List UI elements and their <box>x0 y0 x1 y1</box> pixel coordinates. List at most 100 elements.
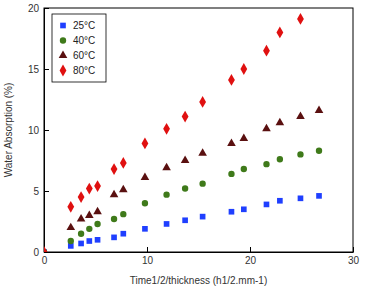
x-tick-label: 20 <box>245 255 257 266</box>
y-tick-mark <box>44 69 49 70</box>
point <box>276 27 283 39</box>
y-tick: 5 <box>33 186 49 197</box>
point <box>262 124 271 131</box>
legend-label: 25°C <box>73 20 95 31</box>
point <box>66 223 75 230</box>
legend-label: 40°C <box>73 35 95 46</box>
x-axis: 0 10 20 30 <box>42 247 360 266</box>
point <box>78 191 85 203</box>
plot: 0 10 20 30 0 5 10 15 20 25°C 40°C 60°C 80°C <box>28 3 360 266</box>
point <box>227 138 236 145</box>
point <box>228 171 234 177</box>
point <box>142 226 148 232</box>
x-tick-label: 10 <box>142 255 154 266</box>
x-tick: 10 <box>142 247 154 266</box>
point <box>94 221 100 227</box>
points <box>44 13 323 252</box>
point <box>162 163 171 170</box>
point <box>297 151 303 157</box>
legend-marker <box>60 23 66 29</box>
point <box>86 238 92 244</box>
point <box>200 214 206 220</box>
point <box>182 217 188 223</box>
y-tick-mark <box>44 252 49 253</box>
point <box>111 163 118 175</box>
point <box>276 118 285 125</box>
x-tick-label: 30 <box>348 255 360 266</box>
legend-label: 80°C <box>73 65 95 76</box>
point <box>86 226 92 232</box>
y-tick-label: 20 <box>28 3 40 14</box>
x-axis-title: Time1/2/thickness (h1/2.mm-1) <box>130 275 267 286</box>
y-tick-label: 10 <box>28 125 40 136</box>
point <box>181 156 190 163</box>
point <box>316 148 322 154</box>
series <box>44 193 322 252</box>
point <box>163 191 169 197</box>
point <box>68 238 74 244</box>
point <box>78 241 84 247</box>
point <box>229 209 235 215</box>
point <box>263 161 269 167</box>
y-tick: 20 <box>28 3 49 14</box>
point <box>95 237 101 243</box>
point <box>277 156 283 162</box>
point <box>228 74 235 86</box>
legend-marker <box>59 51 68 58</box>
point <box>297 13 304 25</box>
point <box>164 221 170 227</box>
point <box>111 216 117 222</box>
series <box>44 148 322 252</box>
point <box>315 106 324 113</box>
frame <box>44 8 353 252</box>
y-tick-mark <box>44 191 49 192</box>
point <box>141 173 150 180</box>
point <box>110 190 119 197</box>
point <box>298 195 304 201</box>
y-tick-mark <box>44 130 49 131</box>
x-tick-mark <box>250 247 251 252</box>
series <box>44 13 304 252</box>
point <box>199 180 205 186</box>
legend-label: 60°C <box>73 50 95 61</box>
y-tick-mark <box>44 8 49 9</box>
legend-marker <box>60 37 66 43</box>
point <box>296 112 305 119</box>
legend: 25°C 40°C 60°C 80°C <box>52 14 106 82</box>
series <box>44 106 323 252</box>
y-tick-label: 0 <box>33 247 39 258</box>
point <box>241 206 247 212</box>
x-tick-label: 0 <box>42 255 48 266</box>
point <box>93 207 102 214</box>
point <box>316 193 322 199</box>
point <box>111 235 117 241</box>
legend-marker <box>60 65 67 77</box>
point <box>120 157 127 169</box>
point <box>67 201 74 213</box>
point <box>263 45 270 57</box>
point <box>120 231 126 237</box>
point <box>142 200 148 206</box>
chart: 0 10 20 30 0 5 10 15 20 25°C 40°C 60°C 80°C Time1/2/t… <box>0 0 373 290</box>
point <box>142 138 149 150</box>
y-tick: 10 <box>28 125 49 136</box>
point <box>120 211 126 217</box>
x-tick: 20 <box>245 247 257 266</box>
x-tick-mark <box>147 247 148 252</box>
point <box>77 214 86 221</box>
point <box>78 231 84 237</box>
x-tick: 30 <box>348 247 360 266</box>
point <box>264 202 270 208</box>
point <box>198 148 207 155</box>
y-tick: 15 <box>28 64 49 75</box>
legend-box <box>52 14 106 82</box>
point <box>44 246 47 252</box>
point <box>182 185 188 191</box>
point <box>277 198 283 204</box>
point <box>85 210 94 217</box>
point <box>240 63 247 75</box>
y-tick: 0 <box>33 247 49 258</box>
y-tick-label: 15 <box>28 64 40 75</box>
point <box>163 123 170 135</box>
x-tick-mark <box>353 247 354 252</box>
